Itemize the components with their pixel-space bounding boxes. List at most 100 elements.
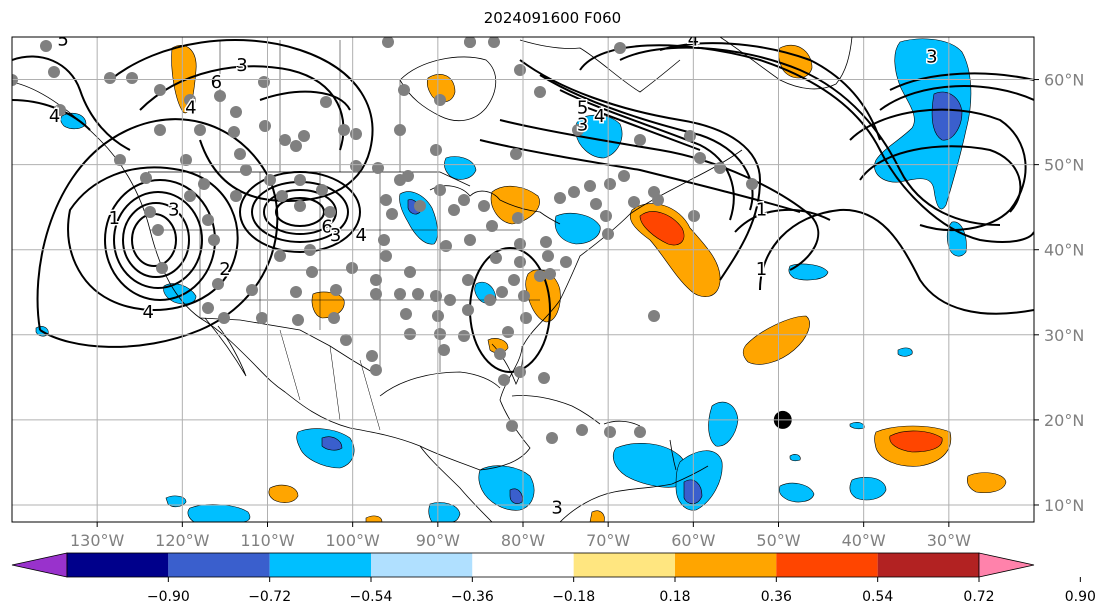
station-dot — [430, 290, 442, 302]
station-dot — [398, 84, 410, 96]
colorbar-tick-label: 0.72 — [963, 589, 994, 605]
station-dot — [104, 72, 116, 84]
medium-blue-region — [509, 488, 523, 504]
station-dot — [498, 374, 510, 386]
station-dot — [350, 128, 362, 140]
station-dot — [600, 210, 612, 222]
station-dot — [156, 262, 168, 274]
contour-label: 6 — [321, 217, 332, 238]
contour-label: 1 — [756, 259, 767, 280]
station-dot — [520, 312, 532, 324]
station-dot — [484, 294, 496, 306]
colorbar-tick-label: −0.36 — [451, 589, 494, 605]
lon-tick-label: 30°W — [927, 531, 971, 550]
medium-blue-region — [931, 91, 963, 141]
hispaniola — [603, 420, 641, 427]
orange-region — [490, 185, 540, 225]
contour-label: 3 — [236, 55, 247, 76]
blue-region — [165, 495, 187, 508]
colorbar-bin — [371, 553, 473, 577]
station-dot — [394, 288, 406, 300]
lat-tick-label: 50°N — [1044, 156, 1084, 175]
orange-region — [268, 484, 299, 503]
station-dot — [202, 302, 214, 314]
station-dot — [544, 268, 556, 280]
red-region — [639, 211, 685, 246]
station-dot — [464, 234, 476, 246]
contour-alaska — [12, 55, 131, 151]
blue-region — [788, 263, 829, 281]
contour-east — [889, 72, 1034, 91]
lon-tick-label: 80°W — [501, 531, 545, 550]
contour-low-west — [122, 202, 190, 278]
contour-label: 3 — [577, 115, 588, 136]
contour-subtropical — [734, 208, 831, 233]
station-dot — [694, 152, 706, 164]
lat-tick-label: 30°N — [1044, 326, 1084, 345]
lon-tick-label: 70°W — [586, 531, 630, 550]
station-dot — [234, 148, 246, 160]
blue-region — [849, 477, 887, 501]
contour-atlantic — [499, 119, 820, 271]
station-dot — [458, 330, 470, 342]
station-dot — [382, 37, 394, 48]
colorbar-tick-labels: −0.90 −0.72 −0.54 −0.36 −0.18 0.18 0.36 0.54 0.7… — [147, 577, 1096, 605]
station-dot — [652, 194, 664, 206]
station-dot — [144, 206, 156, 218]
station-dot — [576, 424, 588, 436]
north-america-east-coast — [479, 149, 743, 471]
station-dot — [230, 106, 242, 118]
lon-tick-label: 120°W — [155, 531, 210, 550]
colorbar-bin — [573, 553, 675, 577]
station-dot — [590, 198, 602, 210]
contour-subtropical — [759, 208, 1034, 315]
contour-low-central — [239, 171, 361, 253]
station-dot — [276, 190, 288, 202]
contour-label: 4 — [594, 106, 605, 127]
station-dot — [306, 266, 318, 278]
colorbar-bin — [67, 553, 169, 577]
station-dot — [378, 234, 390, 246]
contour-label: 4 — [185, 98, 196, 119]
lat-tick-label: 60°N — [1044, 71, 1084, 90]
station-dot — [256, 312, 268, 324]
contour-label: 4 — [143, 302, 154, 323]
contour-label: 5 — [57, 30, 68, 51]
station-dot — [534, 86, 546, 98]
contour-label: 4 — [49, 106, 60, 127]
south-america-north-coast — [559, 465, 709, 522]
station-dot — [184, 190, 196, 202]
station-dot — [346, 262, 358, 274]
blue-region — [554, 213, 601, 245]
station-dot — [370, 288, 382, 300]
station-dot — [402, 170, 414, 182]
latitude-tick-labels: 10°N 20°N 30°N 40°N 50°N 60°N — [1044, 71, 1084, 515]
station-dot — [320, 96, 332, 108]
station-dot — [202, 214, 214, 226]
colorbar-bin — [472, 553, 574, 577]
station-dot — [684, 130, 696, 142]
baja-california — [204, 317, 247, 377]
contour-east — [879, 85, 1034, 111]
contour-greenland — [579, 44, 1034, 243]
station-dot — [440, 240, 452, 252]
contour-label: 5 — [577, 98, 588, 119]
station-dot — [274, 250, 286, 262]
station-dot — [434, 94, 446, 106]
station-dot — [634, 426, 646, 438]
contour-label: 3 — [330, 225, 341, 246]
colorbar-bin — [269, 553, 371, 577]
station-dot — [154, 124, 166, 136]
contour-label: 4 — [355, 225, 366, 246]
longitude-tick-labels: 130°W 120°W 110°W 100°W 90°W 80°W 70°W 60°W 50°W… — [70, 531, 971, 550]
station-dot — [604, 178, 616, 190]
station-dot — [48, 66, 60, 78]
station-dot — [394, 124, 406, 136]
station-dot — [404, 328, 416, 340]
medium-blue-region — [321, 436, 343, 451]
station-dot — [366, 350, 378, 362]
station-dot — [488, 37, 500, 48]
contour-ridge-north — [139, 65, 345, 151]
